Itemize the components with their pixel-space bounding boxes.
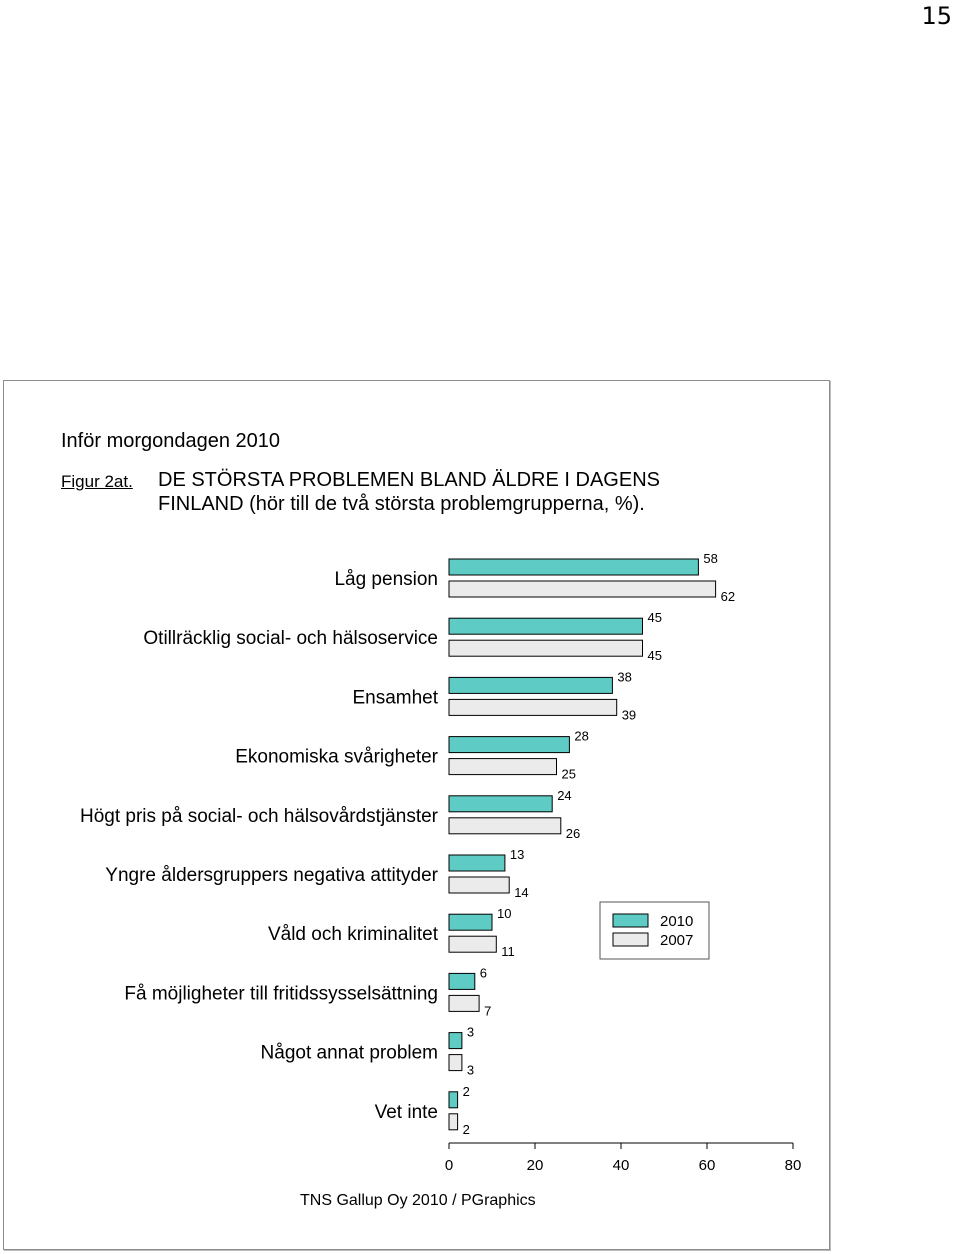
page-number: 15 xyxy=(921,2,952,30)
legend: 2010 2007 xyxy=(599,901,710,960)
category-label: Otillräcklig social- och hälsoservice xyxy=(143,628,438,649)
value-label-2007: 7 xyxy=(484,1003,491,1018)
bar-2007 xyxy=(448,1113,459,1131)
figure-title: DE STÖRSTA PROBLEMEN BLAND ÄLDRE I DAGEN… xyxy=(158,468,798,516)
x-tick-label: 0 xyxy=(445,1157,453,1174)
value-label-2007: 2 xyxy=(463,1122,470,1137)
bar-2010 xyxy=(448,676,613,694)
value-label-2007: 45 xyxy=(648,648,662,663)
bar-2007 xyxy=(448,935,497,953)
bar-2007 xyxy=(448,994,480,1012)
legend-swatch-2010 xyxy=(612,913,649,928)
source-credit: TNS Gallup Oy 2010 / PGraphics xyxy=(300,1192,536,1209)
value-label-2010: 2 xyxy=(463,1084,470,1099)
bar-2007 xyxy=(448,758,557,776)
category-label: Ensamhet xyxy=(352,687,438,708)
legend-label-2010: 2010 xyxy=(660,913,693,930)
figure-frame xyxy=(3,380,830,1250)
value-label-2007: 3 xyxy=(467,1063,474,1078)
value-label-2010: 28 xyxy=(574,729,588,744)
category-label: Våld och kriminalitet xyxy=(268,924,439,945)
x-axis: 0 20 40 60 80 xyxy=(445,1142,802,1174)
bar-2010 xyxy=(448,617,643,635)
x-tick-label: 60 xyxy=(699,1157,716,1174)
category-label: Något annat problem xyxy=(261,1043,438,1064)
x-tick-label: 80 xyxy=(785,1157,802,1174)
x-tick-label: 40 xyxy=(613,1157,630,1174)
value-label-2007: 62 xyxy=(721,589,735,604)
report-title: Inför morgondagen 2010 xyxy=(61,430,281,452)
legend-label-2007: 2007 xyxy=(660,932,693,949)
legend-swatch-2007 xyxy=(612,932,649,947)
bar-2010 xyxy=(448,854,506,872)
value-label-2010: 24 xyxy=(557,788,571,803)
category-label: Ekonomiska svårigheter xyxy=(235,747,438,768)
bar-2007 xyxy=(448,698,618,716)
bar-2010 xyxy=(448,736,570,754)
value-label-2010: 58 xyxy=(703,551,717,566)
x-tick-label: 20 xyxy=(527,1157,544,1174)
legend-box xyxy=(599,901,710,960)
category-label: Låg pension xyxy=(334,569,438,590)
value-label-2007: 25 xyxy=(562,767,576,782)
value-label-2010: 45 xyxy=(648,610,662,625)
bar-2007 xyxy=(448,639,643,657)
bar-2007 xyxy=(448,1054,463,1072)
value-label-2010: 10 xyxy=(497,906,511,921)
figure-title-line2: FINLAND (hör till de två största problem… xyxy=(158,493,645,515)
value-label-2007: 11 xyxy=(501,944,515,959)
bar-2010 xyxy=(448,558,699,576)
value-label-2010: 3 xyxy=(467,1025,474,1040)
bar-2010 xyxy=(448,1091,459,1109)
bar-2010 xyxy=(448,972,476,990)
category-label: Vet inte xyxy=(375,1102,438,1123)
category-label: Högt pris på social- och hälsovårdstjäns… xyxy=(80,806,439,827)
value-label-2010: 13 xyxy=(510,847,524,862)
bar-2010 xyxy=(448,913,493,931)
value-label-2007: 26 xyxy=(566,826,580,841)
value-label-2007: 14 xyxy=(514,885,528,900)
bar-2007 xyxy=(448,580,717,598)
bar-2007 xyxy=(448,817,562,835)
figure-label: Figur 2at. xyxy=(61,472,133,491)
category-label: Yngre åldersgruppers negativa attityder xyxy=(105,865,438,886)
value-label-2007: 39 xyxy=(622,707,636,722)
figure-title-line1: DE STÖRSTA PROBLEMEN BLAND ÄLDRE I DAGEN… xyxy=(158,469,660,491)
value-label-2010: 6 xyxy=(480,965,487,980)
bar-2010 xyxy=(448,795,553,813)
bar-2007 xyxy=(448,876,510,894)
bar-2010 xyxy=(448,1032,463,1050)
category-label: Få möjligheter till fritidssysselsättnin… xyxy=(124,983,438,1004)
value-label-2010: 38 xyxy=(617,669,631,684)
